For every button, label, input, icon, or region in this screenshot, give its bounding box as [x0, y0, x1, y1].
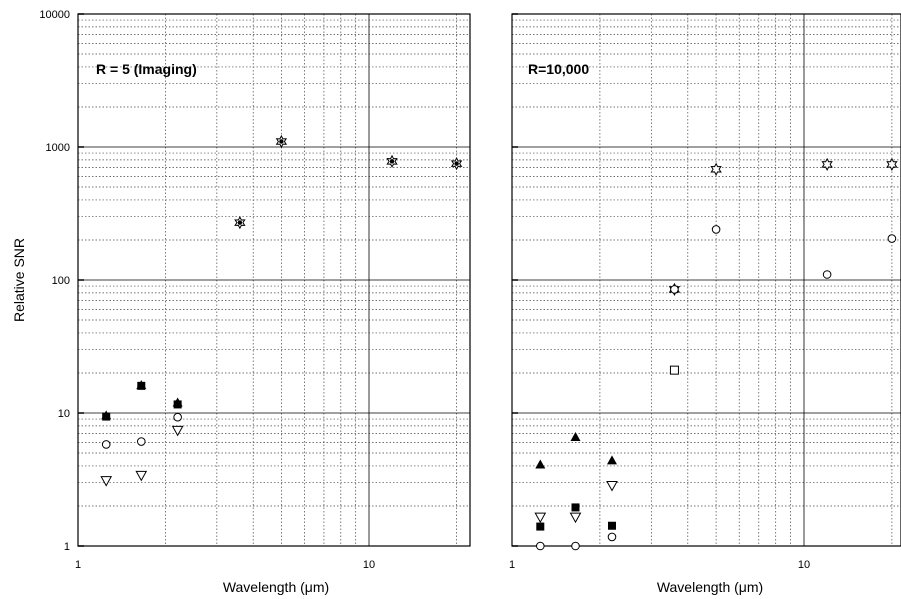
- data-point-square-filled: [571, 503, 580, 512]
- data-point-triangle-down-open: [534, 512, 547, 524]
- y-tick-label: 1000: [46, 142, 70, 154]
- x-tick-label: 10: [798, 559, 810, 571]
- data-point-triangle-up-filled: [172, 397, 183, 407]
- data-point-circle-open: [571, 541, 580, 551]
- data-point-square-filled: [607, 521, 616, 530]
- data-point-triangle-down-open: [171, 425, 184, 437]
- data-point-triangle-down-open: [606, 481, 618, 492]
- panel-2: 1 10 Wavelength (μm) R=10,000: [509, 13, 901, 595]
- data-point-circle-filled: [237, 220, 243, 225]
- y-tick-label: 1: [64, 541, 70, 553]
- data-point-triangle-up-filled: [136, 380, 147, 390]
- panel-title: R=10,000: [528, 61, 589, 77]
- data-point-triangle-up-filled: [101, 410, 112, 420]
- data-point-circle-filled: [454, 161, 459, 166]
- data-point-triangle-up-filled: [535, 459, 546, 469]
- grid: [78, 14, 470, 546]
- data-point-circle-open: [822, 270, 832, 279]
- data-point-triangle-down-open: [135, 470, 148, 482]
- data-point-circle-open: [887, 234, 897, 243]
- data-point-circle-open: [607, 532, 617, 542]
- data-point-circle-open: [535, 541, 545, 551]
- data-point-triangle-down-open: [569, 512, 582, 524]
- data-points: [100, 134, 463, 487]
- data-point-circle-open: [101, 440, 111, 449]
- data-point-star-open: [821, 157, 833, 171]
- grid: [512, 14, 901, 546]
- data-point-triangle-down-open: [100, 476, 113, 487]
- x-tick-label: 1: [75, 559, 81, 571]
- data-point-circle-filled: [389, 159, 395, 164]
- x-tick-label: 1: [509, 559, 515, 571]
- x-axis-title: Wavelength (μm): [657, 579, 763, 595]
- tick-marks: [512, 13, 518, 547]
- panel-1: 1 10 100 1000 10000 1 10 Wavelength (μm) Relativ…: [11, 9, 471, 595]
- y-tick-label: 100: [52, 275, 70, 287]
- x-tick-label: 10: [363, 559, 375, 571]
- data-points: [534, 157, 898, 551]
- y-tick-label: 10: [58, 408, 70, 420]
- y-tick-label: 10000: [39, 9, 70, 21]
- tick-marks: [78, 13, 84, 547]
- x-axis-title: Wavelength (μm): [223, 579, 329, 595]
- data-point-circle-open: [670, 285, 679, 294]
- data-point-star-open: [886, 157, 898, 171]
- data-point-circle-open: [136, 437, 146, 446]
- y-axis-title: Relative SNR: [11, 238, 27, 322]
- data-point-triangle-up-filled: [606, 455, 617, 465]
- data-point-circle-open: [711, 225, 721, 234]
- data-point-square-filled: [536, 522, 545, 531]
- data-point-star-open: [710, 162, 722, 176]
- data-point-triangle-up-filled: [570, 432, 581, 442]
- data-point-circle-filled: [279, 139, 284, 144]
- data-point-circle-open: [173, 412, 182, 422]
- data-point-square-open: [669, 365, 679, 375]
- panel-title: R = 5 (Imaging): [96, 61, 197, 77]
